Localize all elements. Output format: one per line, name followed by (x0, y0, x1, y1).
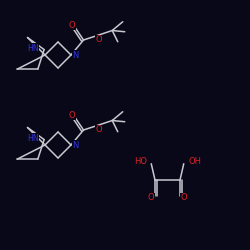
Text: OH: OH (188, 157, 201, 166)
Text: O: O (69, 20, 75, 30)
Text: HO: HO (134, 157, 147, 166)
Text: O: O (69, 110, 75, 120)
Text: N: N (72, 140, 79, 149)
Text: O: O (148, 193, 154, 202)
Text: O: O (95, 126, 102, 134)
Text: O: O (180, 193, 187, 202)
Text: N: N (72, 50, 79, 59)
Text: HN: HN (27, 134, 39, 143)
Text: HN: HN (27, 44, 39, 53)
Text: O: O (95, 36, 102, 44)
